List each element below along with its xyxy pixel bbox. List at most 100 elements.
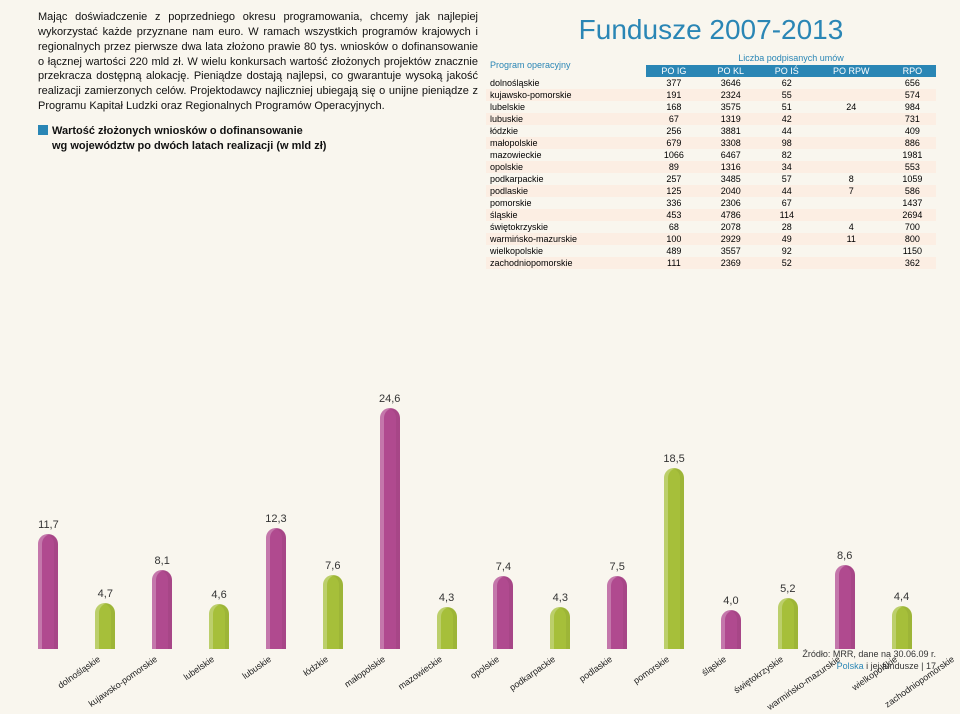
bar: 8,6 — [835, 565, 855, 649]
bar: 24,6 — [380, 408, 400, 649]
row-cell: 3575 — [702, 101, 760, 113]
row-cell: 2324 — [702, 89, 760, 101]
chart-title: Wartość złożonych wniosków o dofinansowa… — [38, 124, 478, 139]
th-col: PO RPW — [814, 65, 889, 77]
bar-value: 8,6 — [837, 550, 852, 565]
row-cell: 168 — [646, 101, 702, 113]
row-cell: 3646 — [702, 77, 760, 89]
row-label: zachodniopomorskie — [486, 257, 646, 269]
table-row: podkarpackie25734855781059 — [486, 173, 936, 185]
signed-contracts-table: Program operacyjny Liczba podpisanych um… — [486, 52, 936, 269]
row-cell: 44 — [760, 185, 814, 197]
bar-slot: 7,5pomorskie — [589, 576, 646, 650]
row-cell: 656 — [889, 77, 936, 89]
row-cell: 1066 — [646, 149, 702, 161]
row-cell: 886 — [889, 137, 936, 149]
row-cell: 7 — [814, 185, 889, 197]
row-cell: 1319 — [702, 113, 760, 125]
row-cell: 2306 — [702, 197, 760, 209]
row-cell: 24 — [814, 101, 889, 113]
bar-slot: 4,4zachodniopomorskie — [873, 606, 930, 649]
table-row: warmińsko-mazurskie10029294911800 — [486, 233, 936, 245]
row-cell: 574 — [889, 89, 936, 101]
bar: 18,5 — [664, 468, 684, 649]
row-cell: 553 — [889, 161, 936, 173]
row-cell: 8 — [814, 173, 889, 185]
row-label: pomorskie — [486, 197, 646, 209]
row-cell — [814, 125, 889, 137]
row-cell: 3557 — [702, 245, 760, 257]
row-cell: 2694 — [889, 209, 936, 221]
bar-slot: 11,7dolnośląskie — [20, 534, 77, 649]
row-cell: 2929 — [702, 233, 760, 245]
bar-value: 5,2 — [780, 583, 795, 598]
bar-value: 4,7 — [98, 588, 113, 603]
bar: 5,2 — [778, 598, 798, 649]
bar-slot: 4,3podlaskie — [532, 607, 589, 649]
row-label: kujawsko-pomorskie — [486, 89, 646, 101]
bar-slot: 18,5śląskie — [646, 468, 703, 649]
row-label: podkarpackie — [486, 173, 646, 185]
row-label: opolskie — [486, 161, 646, 173]
row-cell: 800 — [889, 233, 936, 245]
bar: 4,3 — [437, 607, 457, 649]
row-label: świętokrzyskie — [486, 221, 646, 233]
bar: 4,0 — [721, 610, 741, 649]
right-column: Fundusze 2007-2013 Program operacyjny Li… — [486, 10, 936, 269]
bar-value: 24,6 — [379, 393, 400, 408]
bar: 11,7 — [38, 534, 58, 649]
row-cell: 453 — [646, 209, 702, 221]
table-row: świętokrzyskie682078284700 — [486, 221, 936, 233]
bar: 4,3 — [550, 607, 570, 649]
bar-value: 18,5 — [663, 453, 684, 468]
left-text-block: Mając doświadczenie z poprzedniego okres… — [38, 10, 478, 269]
table-row: śląskie45347861142694 — [486, 209, 936, 221]
bar-slot: 24,6mazowieckie — [361, 408, 418, 649]
chart-title-text: Wartość złożonych wniosków o dofinansowa… — [52, 125, 303, 137]
row-cell — [814, 137, 889, 149]
bar: 4,6 — [209, 604, 229, 649]
row-cell: 55 — [760, 89, 814, 101]
row-cell: 1437 — [889, 197, 936, 209]
table-row: łódzkie256388144409 — [486, 125, 936, 137]
row-cell: 98 — [760, 137, 814, 149]
intro-paragraph: Mając doświadczenie z poprzedniego okres… — [38, 10, 478, 114]
row-cell: 111 — [646, 257, 702, 269]
row-cell: 377 — [646, 77, 702, 89]
bar-slot: 8,6wielkopolskie — [816, 565, 873, 649]
bar-value: 4,3 — [553, 592, 568, 607]
row-cell: 92 — [760, 245, 814, 257]
row-cell: 49 — [760, 233, 814, 245]
row-cell: 28 — [760, 221, 814, 233]
bar-slot: 7,4podkarpackie — [475, 576, 532, 649]
th-super: Liczba podpisanych umów — [646, 52, 936, 65]
bar-slot: 7,6małopolskie — [304, 575, 361, 649]
row-cell: 1981 — [889, 149, 936, 161]
row-cell — [814, 197, 889, 209]
row-cell: 409 — [889, 125, 936, 137]
row-cell: 3485 — [702, 173, 760, 185]
th-col: RPO — [889, 65, 936, 77]
bar-value: 4,6 — [211, 589, 226, 604]
row-cell: 125 — [646, 185, 702, 197]
row-cell: 57 — [760, 173, 814, 185]
th-col: PO IG — [646, 65, 702, 77]
row-cell: 1059 — [889, 173, 936, 185]
row-cell: 100 — [646, 233, 702, 245]
row-cell: 34 — [760, 161, 814, 173]
row-cell: 4786 — [702, 209, 760, 221]
row-cell: 2369 — [702, 257, 760, 269]
bar-value: 11,7 — [38, 519, 59, 534]
row-label: podlaskie — [486, 185, 646, 197]
row-cell: 1150 — [889, 245, 936, 257]
row-cell: 114 — [760, 209, 814, 221]
row-cell: 52 — [760, 257, 814, 269]
square-bullet-icon — [38, 125, 48, 135]
table-row: wielkopolskie4893557921150 — [486, 245, 936, 257]
row-cell: 586 — [889, 185, 936, 197]
bar-slot: 4,7kujawsko-pomorskie — [77, 603, 134, 649]
row-label: dolnośląskie — [486, 77, 646, 89]
row-cell: 51 — [760, 101, 814, 113]
row-cell: 336 — [646, 197, 702, 209]
bar-value: 7,5 — [610, 561, 625, 576]
